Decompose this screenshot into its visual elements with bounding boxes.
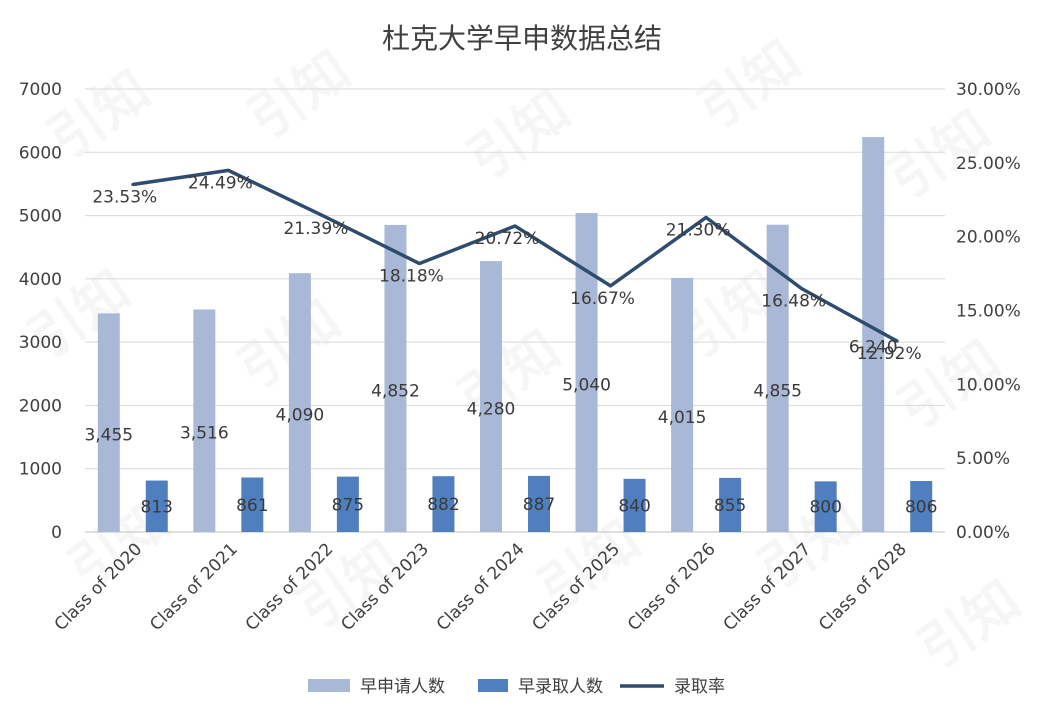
rate-point [226,168,230,172]
rate-label: 23.53% [92,188,157,208]
admitted-label: 806 [905,497,937,517]
bar-admitted [336,476,359,532]
right-tick-label: 0.00% [956,523,1010,543]
bar-admitted [719,477,742,532]
watermark-text: 引知 [687,28,812,142]
rate-label: 21.39% [283,219,348,239]
rate-line [131,168,899,343]
applicants-label: 4,855 [753,381,802,401]
right-tick-label: 5.00% [956,449,1010,469]
admitted-label: 861 [236,496,268,516]
right-tick-label: 20.00% [956,228,1021,248]
bar-applicants [384,224,407,532]
right-tick-label: 15.00% [956,302,1021,322]
legend-swatch-applicants [308,679,350,692]
rate-point [704,215,708,219]
rate-label: 21.30% [666,220,731,240]
bar-applicants [862,137,885,532]
applicants-label: 3,455 [84,426,133,446]
left-tick-label: 6000 [19,143,62,163]
left-tick-label: 5000 [19,207,62,227]
data-labels: 3,455 813 3,516 861 4,090 875 4,852 882 4,280 887… [84,173,937,517]
watermark-text: 引知 [237,38,362,152]
applicants-label: 3,516 [180,424,229,444]
left-tick-label: 2000 [19,396,62,416]
bar-admitted [910,480,933,532]
bar-applicants [575,213,598,533]
admitted-label: 813 [141,497,173,517]
legend-label-applicants: 早申请人数 [360,677,445,697]
admitted-label: 800 [809,498,841,518]
bar-admitted [528,475,550,532]
left-tick-label: 4000 [19,270,62,290]
rate-label: 12.92% [857,344,922,364]
legend-label-admitted: 早录取人数 [518,677,603,697]
legend-swatch-admitted [478,679,508,692]
right-tick-label: 25.00% [956,154,1021,174]
bars [97,137,933,533]
rate-point [800,287,804,291]
bar-admitted [241,477,264,532]
right-tick-label: 30.00% [956,80,1021,100]
rate-label: 18.18% [379,267,444,287]
chart-title: 杜克大学早申数据总结 [382,22,662,55]
left-tick-label: 7000 [19,80,62,100]
rate-label: 20.72% [475,229,540,249]
rate-label: 24.49% [188,173,253,193]
rate-point [131,183,135,187]
watermark-text: 引知 [907,568,1032,682]
bar-applicants [97,313,120,532]
applicants-label: 4,015 [658,408,707,428]
left-tick-label: 0 [51,523,62,543]
applicants-label: 5,040 [562,376,611,396]
bar-admitted [814,481,837,532]
rate-label: 16.48% [761,292,826,312]
rate-point [322,214,326,218]
left-axis: 0 1000 2000 3000 4000 5000 6000 7000 [19,80,62,543]
left-tick-label: 1000 [19,460,62,480]
x-tick-label: Class of 2024 [433,539,529,635]
bar-applicants [193,309,216,532]
left-tick-label: 3000 [19,333,62,353]
bar-admitted [145,480,168,532]
applicants-label: 4,280 [467,400,516,420]
rate-point [513,224,517,228]
bar-applicants [766,224,789,532]
applicants-label: 4,852 [371,381,420,401]
rate-label: 16.67% [570,289,635,309]
applicants-label: 4,090 [276,406,325,426]
bar-applicants [480,261,502,532]
admitted-label: 887 [523,495,555,515]
bar-admitted [623,478,646,532]
legend: 早申请人数 早录取人数 录取率 [308,677,725,697]
rate-point [417,262,421,266]
watermark-text: 引知 [457,78,582,192]
admitted-label: 875 [332,495,364,515]
right-axis: 0.00% 5.00% 10.00% 15.00% 20.00% 25.00% 30.00% [956,80,1021,543]
bar-applicants [288,273,311,532]
gridlines [85,88,945,533]
rate-point [895,339,899,343]
admitted-label: 855 [714,496,746,516]
right-tick-label: 10.00% [956,375,1021,395]
bar-applicants [671,277,694,532]
bar-admitted [432,476,455,532]
legend-label-rate: 录取率 [674,677,725,697]
admitted-label: 840 [618,496,650,516]
admitted-label: 882 [427,495,459,515]
rate-point [609,284,613,288]
applicants-label: 6,240 [849,338,898,358]
